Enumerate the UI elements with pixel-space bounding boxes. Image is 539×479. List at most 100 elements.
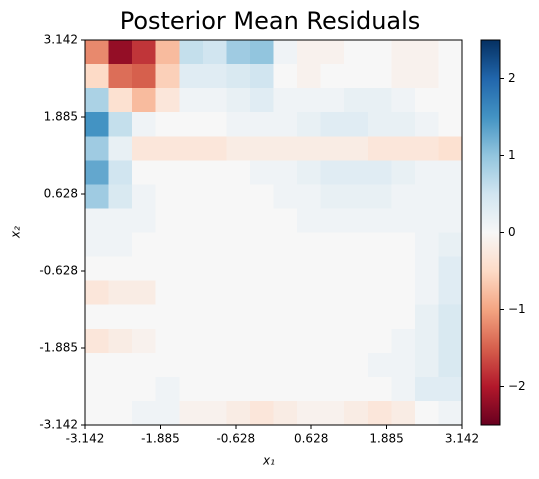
heat-cell xyxy=(438,280,463,306)
heat-cell xyxy=(226,376,251,402)
heat-cell xyxy=(297,184,322,209)
heat-cell xyxy=(202,184,227,209)
y-tick-label: 0.628 xyxy=(44,187,78,201)
heat-cell xyxy=(226,352,251,378)
heat-cell xyxy=(132,208,157,233)
heat-cell xyxy=(226,280,251,306)
heat-cell xyxy=(320,352,345,378)
heat-cell xyxy=(344,40,369,65)
heat-cell xyxy=(249,304,274,330)
heat-cell xyxy=(179,256,204,282)
heat-cell xyxy=(179,88,204,113)
heat-cell xyxy=(273,184,298,209)
heat-cell xyxy=(226,40,251,65)
heat-cell xyxy=(297,376,322,402)
heat-cell xyxy=(108,88,133,113)
heat-cell xyxy=(249,256,274,282)
heat-cell xyxy=(202,112,227,137)
heat-cell xyxy=(414,112,439,137)
y-tick-label: 1.885 xyxy=(44,110,78,124)
heat-cell xyxy=(320,376,345,402)
heat-cell xyxy=(344,208,369,233)
heat-cell xyxy=(367,400,392,426)
heat-cell xyxy=(155,352,180,378)
heat-cell xyxy=(273,88,298,113)
heat-cell xyxy=(391,160,416,185)
heat-cell xyxy=(249,208,274,233)
heat-cell xyxy=(249,376,274,402)
heat-cell xyxy=(438,184,463,209)
heat-cell xyxy=(202,160,227,185)
heat-cell xyxy=(391,328,416,354)
heat-cell xyxy=(344,256,369,282)
heat-cell xyxy=(249,88,274,113)
heat-cell xyxy=(391,208,416,233)
heat-cell xyxy=(249,40,274,65)
heat-cell xyxy=(85,352,110,378)
heat-cell xyxy=(367,304,392,330)
heat-cell xyxy=(179,400,204,426)
heat-cell xyxy=(414,280,439,306)
heat-cell xyxy=(226,208,251,233)
heat-cell xyxy=(226,400,251,426)
heat-cell xyxy=(155,232,180,258)
y-tick-label: 3.142 xyxy=(44,33,78,47)
heat-cell xyxy=(226,112,251,137)
heat-cell xyxy=(414,64,439,89)
heat-cell xyxy=(132,280,157,306)
heat-cell xyxy=(367,328,392,354)
heat-cell xyxy=(179,64,204,89)
heat-cell xyxy=(297,328,322,354)
heat-cell xyxy=(391,280,416,306)
heat-cell xyxy=(179,376,204,402)
heat-cell xyxy=(132,64,157,89)
heat-cell xyxy=(155,400,180,426)
heat-cell xyxy=(367,376,392,402)
heat-cell xyxy=(108,400,133,426)
heat-cell xyxy=(391,64,416,89)
heat-cell xyxy=(367,40,392,65)
heat-cell xyxy=(85,280,110,306)
heat-cell xyxy=(297,304,322,330)
heat-cell xyxy=(297,280,322,306)
heat-cell xyxy=(155,280,180,306)
x-tick-label: -1.885 xyxy=(141,432,180,446)
heat-cell xyxy=(179,184,204,209)
heat-cell xyxy=(273,208,298,233)
heat-cell xyxy=(273,328,298,354)
heat-cell xyxy=(273,40,298,65)
heat-cell xyxy=(249,328,274,354)
heat-cell xyxy=(414,184,439,209)
colorbar-tick-label: 1 xyxy=(508,148,516,162)
heat-cell xyxy=(367,112,392,137)
heat-cell xyxy=(391,40,416,65)
heat-cell xyxy=(132,40,157,65)
heat-cell xyxy=(155,40,180,65)
heat-cell xyxy=(414,304,439,330)
heat-cell xyxy=(132,304,157,330)
heat-cell xyxy=(367,280,392,306)
heat-cell xyxy=(155,136,180,161)
heat-cell xyxy=(155,208,180,233)
heat-cell xyxy=(85,328,110,354)
heat-cell xyxy=(132,256,157,282)
heat-cell xyxy=(391,304,416,330)
heat-cell xyxy=(226,136,251,161)
heat-cell xyxy=(438,64,463,89)
heat-cell xyxy=(132,160,157,185)
heat-cell xyxy=(391,256,416,282)
heat-cell xyxy=(202,208,227,233)
y-tick-label: -1.885 xyxy=(39,340,78,354)
heat-cell xyxy=(297,208,322,233)
heat-cell xyxy=(155,184,180,209)
heat-cell xyxy=(320,208,345,233)
heat-cell xyxy=(344,160,369,185)
heat-cell xyxy=(320,136,345,161)
heat-cell xyxy=(273,304,298,330)
heat-cell xyxy=(438,40,463,65)
heat-cell xyxy=(85,184,110,209)
heat-cell xyxy=(85,64,110,89)
heat-cell xyxy=(249,280,274,306)
heat-cell xyxy=(297,64,322,89)
heat-cell xyxy=(108,304,133,330)
